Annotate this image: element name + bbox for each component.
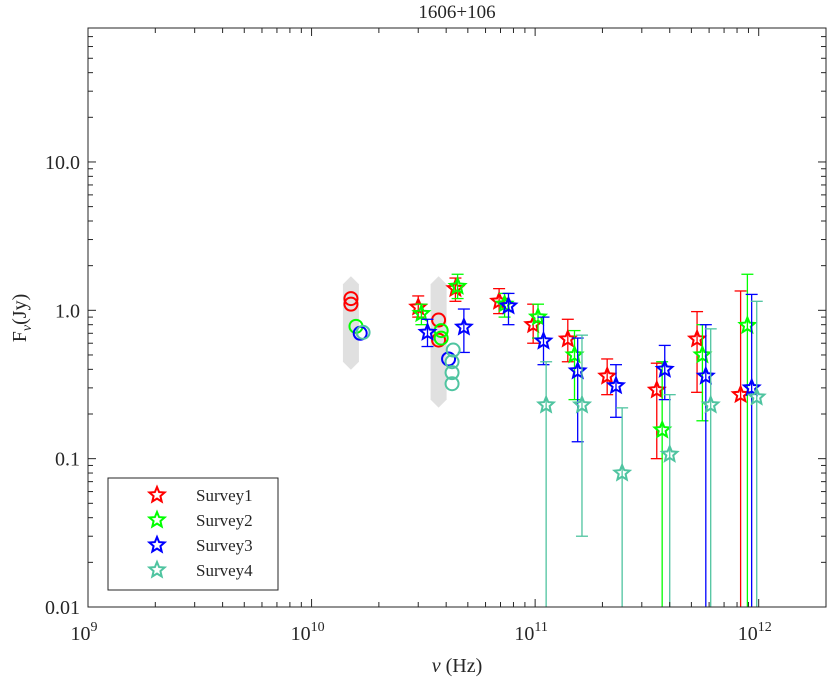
x-axis-unit: (Hz) — [446, 655, 483, 677]
y-axis-label: Fν(Jy) — [9, 294, 35, 342]
star-point — [652, 419, 673, 439]
circle-point — [445, 342, 461, 358]
legend-star-icon — [146, 484, 168, 504]
x-tick-label: 1010 — [291, 620, 325, 645]
y-axis-main: F — [9, 331, 31, 342]
star-point — [659, 443, 680, 463]
y-axis-sub: ν — [20, 324, 35, 331]
star-point — [612, 462, 633, 482]
y-tick-label: 10.0 — [45, 152, 80, 174]
legend-label: Survey2 — [196, 511, 253, 530]
legend-box — [107, 477, 279, 591]
star-point — [536, 394, 557, 414]
x-tick-base: 10 — [291, 623, 311, 645]
circle-point — [433, 330, 449, 346]
star-point — [654, 358, 675, 378]
circle-point — [444, 365, 460, 381]
star-point — [417, 321, 438, 341]
legend-label: Survey3 — [196, 536, 253, 555]
star-point — [411, 302, 432, 323]
x-tick-base: 10 — [71, 623, 91, 645]
series-survey3 — [352, 292, 762, 607]
star-point — [746, 386, 767, 406]
x-tick-label: 1012 — [738, 620, 772, 645]
x-tick-base: 10 — [514, 623, 534, 645]
circle-point — [343, 296, 359, 312]
legend-label: Survey1 — [196, 486, 253, 505]
star-point — [737, 314, 758, 335]
circle-point — [343, 291, 359, 307]
data-layer — [343, 273, 767, 607]
x-axis-label: ν (Hz) — [432, 655, 483, 677]
y-tick-label: 0.1 — [55, 449, 80, 471]
circle-point — [431, 332, 447, 348]
legend-star-icon — [146, 534, 168, 554]
star-point — [597, 365, 618, 385]
circle-point — [441, 351, 457, 367]
historical-ranges — [342, 276, 447, 408]
x-tick-exponent: 12 — [758, 620, 772, 635]
star-point — [557, 328, 578, 348]
y-axis-unit: (Jy) — [9, 294, 31, 325]
legend-star-icon — [146, 509, 168, 529]
legend-star-icon — [146, 559, 168, 579]
star-point — [741, 377, 762, 397]
circle-point — [355, 324, 371, 340]
star-point — [498, 295, 519, 315]
circle-point — [431, 312, 447, 328]
star-point — [533, 330, 554, 350]
legend-label: Survey4 — [196, 561, 253, 580]
star-point — [453, 316, 474, 336]
star-point — [447, 275, 468, 295]
circle-point — [444, 376, 460, 392]
star-point — [564, 344, 585, 364]
y-tick-label: 1.0 — [55, 300, 80, 322]
series-survey2 — [348, 273, 758, 607]
x-tick-exponent: 10 — [311, 620, 325, 635]
star-point — [700, 394, 721, 414]
x-tick-exponent: 9 — [91, 620, 98, 635]
circle-point — [444, 354, 460, 370]
x-tick-exponent: 11 — [534, 620, 547, 635]
chart-title: 1606+106 — [418, 2, 495, 23]
x-axis-symbol: ν — [432, 655, 441, 677]
star-point — [605, 375, 627, 395]
star-point — [695, 365, 716, 385]
star-point — [692, 344, 713, 364]
star-point — [730, 384, 751, 404]
legend: Survey1 Survey2 Survey3 Survey4 — [107, 477, 279, 591]
x-tick-label: 1011 — [514, 620, 547, 645]
historical-range-bar — [430, 276, 447, 408]
series-survey4 — [355, 300, 767, 607]
x-tick-base: 10 — [738, 623, 758, 645]
star-point — [571, 394, 593, 414]
x-tick-label: 109 — [71, 620, 98, 645]
star-point — [567, 360, 588, 380]
star-point — [527, 306, 549, 326]
y-tick-label: 0.01 — [45, 597, 80, 619]
